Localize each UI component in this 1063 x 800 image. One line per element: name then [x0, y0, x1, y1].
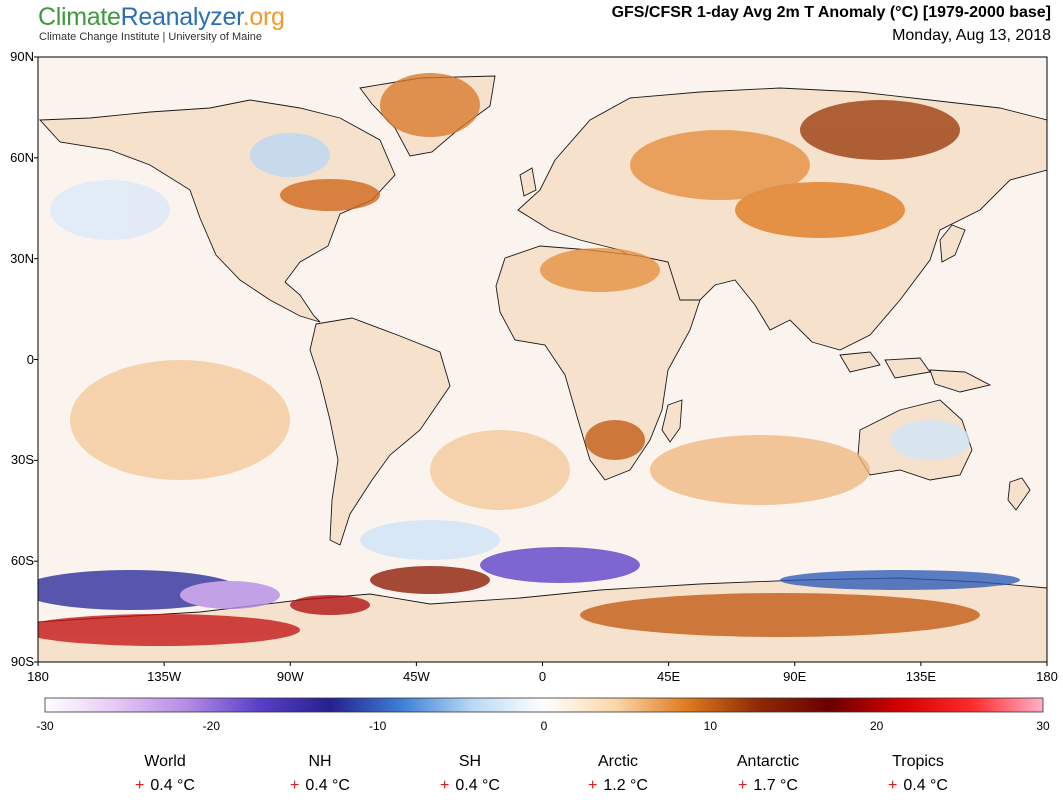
anomaly-hot-weddell — [370, 566, 490, 594]
colorbar-tick: 20 — [869, 719, 884, 733]
anomaly-cold-south-atlantic-ocean — [480, 547, 640, 583]
colorbar-tick: 30 — [1036, 719, 1050, 733]
stat-sign: + — [440, 777, 450, 794]
colorbar-tick: 0 — [540, 719, 548, 733]
anomaly-cool-south-atlantic — [360, 520, 500, 560]
logo-part-reanalyzer: Reanalyzer — [120, 3, 243, 31]
stat-value-text: 1.7 °C — [753, 777, 798, 794]
anomaly-hot-east-antarctica — [580, 593, 980, 637]
stat-world: World +0.4 °C — [100, 753, 230, 795]
lat-label: 90S — [10, 654, 34, 669]
stat-region-name: Arctic — [598, 753, 638, 770]
colorbar-tick: -10 — [368, 719, 387, 733]
stat-nh: NH +0.4 °C — [255, 753, 385, 795]
anomaly-cool-canada — [250, 133, 330, 177]
stat-region-name: SH — [458, 753, 482, 770]
stat-value: +0.4 °C — [100, 777, 230, 795]
lon-label: 45E — [657, 669, 681, 684]
map-date: Monday, Aug 13, 2018 — [892, 27, 1051, 44]
stat-sign: + — [290, 777, 300, 794]
stat-sh: SH +0.4 °C — [405, 753, 535, 795]
stat-value: +1.2 °C — [553, 777, 683, 795]
anomaly-warm-southern-africa — [585, 420, 645, 460]
stat-value: +0.4 °C — [405, 777, 535, 795]
anomaly-map — [34, 56, 1048, 666]
stat-antarctic: Antarctic +1.7 °C — [703, 753, 833, 795]
lat-label: 30S — [10, 452, 34, 468]
lat-label: 90N — [10, 49, 34, 64]
anomaly-warm-greenland — [380, 73, 480, 137]
colorbar — [44, 697, 1044, 713]
colorbar-tick: 10 — [703, 719, 717, 733]
anomaly-warm-central-asia — [735, 182, 905, 238]
lat-label: 60S — [10, 553, 34, 569]
indonesia-islands — [839, 351, 992, 393]
stat-value: +0.4 °C — [255, 777, 385, 795]
anomaly-cool-australia — [890, 420, 970, 460]
lat-label: 0 — [26, 351, 34, 367]
stat-value-text: 0.4 °C — [903, 777, 948, 794]
stat-sign: + — [738, 777, 748, 794]
stat-sign: + — [888, 777, 898, 794]
stat-value-text: 0.4 °C — [455, 777, 500, 794]
stat-region-name: World — [144, 753, 186, 770]
stat-value: +1.7 °C — [703, 777, 833, 795]
logo-part-climate: Climate — [38, 3, 121, 31]
anomaly-warm-east-canada — [280, 179, 380, 211]
stat-sign: + — [135, 777, 145, 794]
anomaly-warm-siberia — [800, 100, 960, 160]
anomaly-warm-eurasia — [630, 130, 810, 200]
lon-label: 90W — [276, 669, 304, 684]
lat-label: 30N — [10, 250, 34, 266]
japan-islands — [939, 224, 966, 263]
colorbar-tick: -20 — [202, 719, 220, 733]
anomaly-hot-antarctic-peninsula — [290, 595, 370, 615]
uk-islands — [519, 167, 537, 197]
stat-region-name: Tropics — [892, 753, 944, 770]
anomaly-hot-west-antarctica — [38, 614, 300, 646]
stat-region-name: NH — [308, 753, 332, 770]
stat-value-text: 0.4 °C — [150, 777, 195, 794]
stat-arctic: Arctic +1.2 °C — [553, 753, 683, 795]
anomaly-cold-amundsen — [180, 581, 280, 609]
site-logo[interactable]: ClimateReanalyzer.org — [38, 2, 285, 32]
colorbar-gradient — [44, 697, 1044, 713]
anomaly-warm-south-pacific — [70, 360, 290, 480]
stat-sign: + — [588, 777, 598, 794]
lon-label: 135W — [147, 669, 182, 684]
site-subtitle: Climate Change Institute | University of… — [39, 31, 262, 43]
stat-tropics: Tropics +0.4 °C — [853, 753, 983, 795]
lon-label: 135E — [905, 669, 937, 684]
map-title: GFS/CFSR 1-day Avg 2m T Anomaly (°C) [19… — [611, 4, 1051, 21]
stat-value-text: 0.4 °C — [305, 777, 350, 794]
stat-region-name: Antarctic — [736, 753, 800, 770]
colorbar-tick: -30 — [36, 719, 54, 733]
anomaly-warm-sahara — [540, 248, 660, 292]
lon-label: 45W — [403, 669, 430, 684]
lon-label: 90E — [783, 669, 807, 684]
anomaly-warm-south-atlantic — [430, 430, 570, 510]
anomaly-warm-south-indian — [650, 435, 870, 505]
lon-label: 180 — [1036, 669, 1058, 684]
stat-value-text: 1.2 °C — [603, 777, 648, 794]
new-zealand-landmass — [1007, 477, 1031, 511]
anomaly-cool-pacific — [50, 180, 170, 240]
south-america-landmass — [309, 317, 451, 546]
stat-value: +0.4 °C — [853, 777, 983, 795]
lon-label: 0 — [538, 669, 547, 684]
lat-label: 60N — [10, 149, 34, 165]
lon-label: 180 — [27, 669, 49, 684]
anomaly-cold-east-antarctic — [780, 570, 1020, 590]
logo-part-org: .org — [242, 3, 285, 31]
madagascar-landmass — [661, 399, 683, 443]
